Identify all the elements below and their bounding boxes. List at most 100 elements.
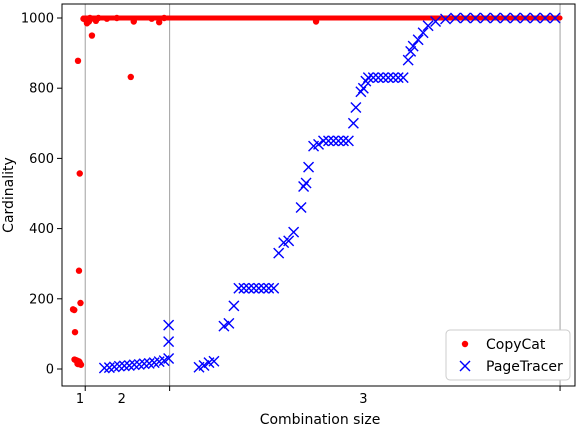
pagetracer-point: [355, 86, 367, 98]
copycat-point: [130, 18, 137, 25]
pagetracer-point: [412, 34, 424, 46]
pagetracer-point: [489, 12, 501, 24]
pagetracer-point: [198, 359, 210, 371]
pagetracer-point: [405, 45, 417, 57]
pagetracer-point: [372, 72, 384, 84]
x-axis-label: Combination size: [260, 412, 381, 427]
copycat-point: [155, 19, 163, 26]
pagetracer-point: [163, 352, 175, 364]
group-separator-lines: [84, 4, 561, 386]
copycat-point: [312, 18, 320, 25]
copycat-point: [76, 170, 83, 177]
pagetracer-point: [469, 12, 481, 24]
pagetracer-point: [539, 12, 551, 24]
pagetracer-point: [459, 12, 471, 24]
pagetracer-point: [303, 161, 315, 173]
pagetracer-point: [128, 359, 140, 371]
pagetracer-point: [422, 20, 434, 32]
y-tick-label: 0: [46, 363, 54, 378]
pagetracer-point: [332, 135, 344, 147]
pagetracer-point: [377, 72, 389, 84]
x-tick-label: 3: [359, 392, 367, 407]
pagetracer-point: [318, 135, 330, 147]
pagetracer-point: [509, 12, 521, 24]
pagetracer-point: [449, 12, 461, 24]
pagetracer-point: [248, 282, 260, 294]
pagetracer-point: [98, 362, 110, 374]
copycat-point: [160, 14, 168, 22]
pagetracer-point: [283, 235, 295, 247]
legend-copycat-label: CopyCat: [486, 337, 546, 353]
copycat-point: [77, 299, 84, 307]
y-axis-label: Cardinality: [1, 157, 17, 233]
pagetracer-point: [387, 72, 399, 84]
pagetracer-point: [138, 358, 150, 370]
pagetracer-point: [529, 12, 541, 24]
copycat-point: [88, 32, 96, 39]
pagetracer-point: [499, 12, 511, 24]
pagetracer-point: [313, 138, 325, 150]
pagetracer-point: [392, 72, 404, 84]
pagetracer-point: [337, 135, 349, 147]
pagetracer-point: [218, 320, 230, 332]
pagetracer-point: [350, 102, 362, 113]
pagetracer-point: [118, 360, 130, 372]
pagetracer-point: [238, 282, 250, 294]
x-tick-label: 1: [76, 392, 84, 407]
pagetracer-point: [397, 72, 409, 84]
pagetracer-point: [113, 360, 125, 372]
legend-copycat-marker: [461, 340, 469, 348]
pagetracer-point: [268, 282, 280, 294]
pagetracer-point: [342, 135, 354, 147]
pagetracer-point: [258, 282, 270, 294]
pagetracer-point: [382, 72, 394, 84]
pagetracer-point: [430, 16, 442, 28]
pagetracer-point: [243, 282, 255, 294]
y-tick-label: 600: [29, 152, 54, 167]
copycat-point: [95, 14, 102, 22]
copycat-point: [77, 361, 85, 368]
pagetracer-point: [362, 72, 374, 84]
pagetracer-point: [440, 13, 452, 25]
legend: CopyCat PageTracer: [445, 329, 571, 381]
pagetracer-point: [519, 12, 531, 24]
pagetracer-point: [322, 135, 334, 147]
y-tick-label: 200: [29, 292, 54, 307]
pagetracer-point: [223, 317, 235, 329]
pagetracer-point: [298, 180, 310, 192]
pagetracer-point: [263, 282, 275, 294]
pagetracer-point: [347, 117, 359, 129]
x-tick-label: 2: [118, 392, 126, 407]
copycat-point: [74, 57, 82, 65]
copycat-point: [127, 73, 134, 81]
copycat-point: [113, 14, 121, 22]
pagetracer-point: [300, 177, 312, 189]
pagetracer-point: [233, 282, 245, 294]
pagetracer-point: [327, 135, 339, 147]
pagetracer-point: [357, 82, 369, 94]
pagetracer-point: [417, 27, 429, 39]
copycat-point: [103, 15, 111, 22]
copycat-point: [148, 15, 155, 22]
x-axis: 1 2 3: [76, 386, 561, 407]
pagetracer-point: [295, 202, 307, 214]
y-axis: 0 200 400 600 800 1000: [21, 12, 62, 378]
y-tick-label: 400: [29, 222, 54, 237]
pagetracer-point: [367, 72, 379, 84]
copycat-point: [71, 328, 79, 336]
pagetracer-point: [549, 12, 561, 24]
pagetracer-point: [228, 300, 240, 312]
pagetracer-point: [253, 282, 265, 294]
pagetracer-point: [163, 319, 175, 331]
pagetracer-point: [479, 12, 491, 24]
plot-area-frame: [61, 3, 576, 387]
pagetracer-point: [407, 40, 419, 52]
pagetracer-point: [163, 336, 175, 348]
copycat-point: [71, 306, 78, 314]
legend-box: [445, 329, 571, 381]
pagetracer-point: [208, 355, 220, 367]
legend-pagetracer-marker: [459, 360, 471, 372]
pagetracer-point: [288, 226, 300, 238]
copycat-point: [75, 267, 83, 274]
